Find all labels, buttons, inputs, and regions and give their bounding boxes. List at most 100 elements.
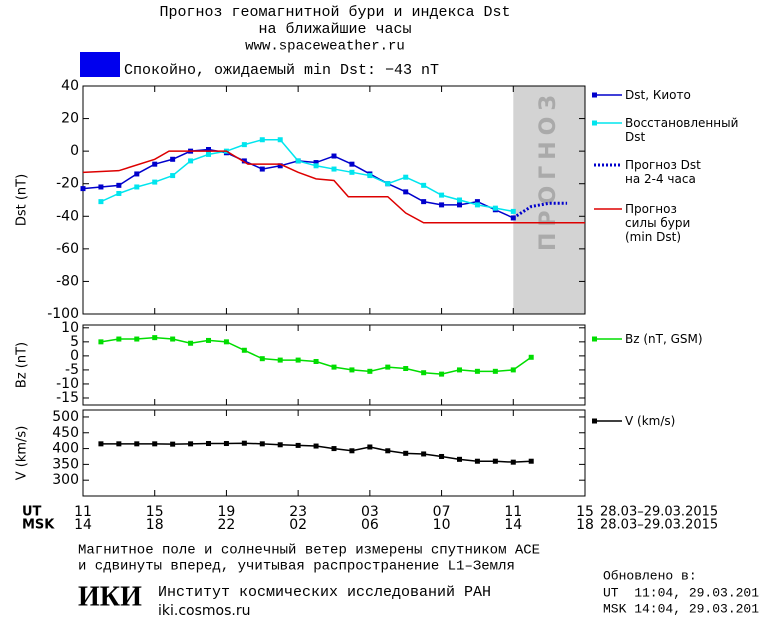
data-point bbox=[170, 336, 176, 342]
data-point bbox=[457, 197, 462, 203]
y-tick-label: 40 bbox=[61, 78, 79, 94]
data-point bbox=[241, 142, 247, 148]
data-point bbox=[313, 443, 319, 449]
y-tick-label: 5 bbox=[70, 334, 79, 350]
data-point bbox=[367, 173, 373, 179]
data-point bbox=[98, 441, 104, 447]
series-line bbox=[512, 201, 568, 220]
data-point bbox=[98, 199, 104, 205]
x-tick-label: 11 bbox=[74, 504, 92, 520]
data-point bbox=[367, 444, 373, 450]
updated-ut: UT 11:04, 29.03.2015 bbox=[603, 585, 760, 600]
data-point bbox=[116, 190, 122, 196]
y-tick-label: 20 bbox=[61, 111, 79, 127]
y-axis-label: V (km/s) bbox=[15, 426, 30, 481]
x-tick-label: 03 bbox=[361, 504, 379, 520]
y-tick-label: -10 bbox=[56, 376, 79, 392]
data-point bbox=[170, 173, 176, 179]
url: www.spaceweather.ru bbox=[245, 39, 405, 55]
data-point bbox=[349, 448, 355, 454]
x-axis-label: UT bbox=[22, 505, 42, 520]
x-tick-label: 18 bbox=[146, 517, 164, 533]
x-tick-label: 23 bbox=[289, 504, 307, 520]
legend-label: V (km/s) bbox=[625, 414, 676, 428]
x-tick-label: 15 bbox=[146, 504, 164, 520]
series-line bbox=[82, 150, 585, 224]
plot-frame bbox=[82, 85, 586, 315]
data-point bbox=[474, 368, 480, 374]
data-point bbox=[403, 174, 409, 180]
data-point bbox=[206, 441, 211, 447]
y-tick-label: 0 bbox=[70, 348, 79, 364]
data-point bbox=[457, 456, 462, 462]
data-point bbox=[439, 192, 445, 198]
data-point bbox=[206, 147, 211, 153]
data-point bbox=[421, 182, 427, 188]
y-tick-label: -20 bbox=[56, 176, 79, 192]
series-line bbox=[100, 336, 532, 375]
legend-marker bbox=[592, 120, 597, 126]
data-point bbox=[277, 137, 283, 143]
data-point bbox=[331, 446, 337, 452]
data-point bbox=[474, 458, 480, 464]
data-point bbox=[313, 160, 319, 166]
data-point bbox=[528, 354, 534, 360]
data-point bbox=[134, 441, 140, 447]
data-point bbox=[188, 441, 194, 447]
y-tick-label: 400 bbox=[52, 441, 79, 457]
legend-label: Восстановленный Dst bbox=[625, 116, 739, 144]
footer-note: и сдвинуты вперед, учитывая распростране… bbox=[78, 559, 515, 575]
y-tick-label: 0 bbox=[70, 143, 79, 159]
y-tick-label: 10 bbox=[61, 320, 79, 336]
data-point bbox=[170, 441, 176, 447]
data-point bbox=[152, 179, 158, 185]
y-tick-label: -15 bbox=[56, 390, 79, 406]
data-point bbox=[134, 336, 140, 342]
legend-marker bbox=[592, 92, 597, 98]
date-range: 28.03–29.03.2015 bbox=[600, 518, 718, 533]
data-point bbox=[439, 202, 445, 208]
data-point bbox=[170, 156, 176, 162]
data-point bbox=[403, 450, 409, 456]
y-tick-label: 500 bbox=[52, 409, 79, 425]
data-point bbox=[510, 367, 516, 373]
data-point bbox=[349, 161, 355, 167]
x-tick-label: 07 bbox=[433, 504, 451, 520]
data-point bbox=[331, 153, 337, 159]
data-point bbox=[313, 163, 319, 169]
x-tick-label: 19 bbox=[218, 504, 236, 520]
data-point bbox=[259, 441, 265, 447]
data-point bbox=[474, 199, 480, 205]
x-tick-label: 06 bbox=[361, 517, 379, 533]
data-point bbox=[331, 364, 337, 370]
data-point bbox=[152, 161, 158, 167]
data-point bbox=[223, 441, 229, 447]
data-point bbox=[277, 163, 283, 169]
data-point bbox=[295, 357, 301, 363]
data-point bbox=[510, 459, 516, 465]
y-tick-label: -100 bbox=[47, 306, 79, 322]
data-point bbox=[277, 357, 283, 363]
data-point bbox=[206, 337, 211, 343]
status-swatch bbox=[80, 52, 120, 77]
y-tick-label: 450 bbox=[52, 425, 79, 441]
legend-label: Прогноз силы бури (min Dst) bbox=[625, 202, 691, 244]
data-point bbox=[492, 368, 498, 374]
data-point bbox=[98, 339, 104, 345]
data-point bbox=[277, 442, 283, 448]
y-tick-label: -60 bbox=[56, 241, 79, 257]
updated-msk: MSK 14:04, 29.03.2015 bbox=[603, 601, 760, 616]
data-point bbox=[403, 189, 409, 195]
data-point bbox=[349, 169, 355, 175]
x-axis-label: MSK bbox=[22, 518, 55, 533]
data-point bbox=[313, 358, 319, 364]
x-tick-label: 14 bbox=[74, 517, 92, 533]
updated-label: Обновлено в: bbox=[603, 568, 697, 583]
status-text: Спокойно, ожидаемый min Dst: −43 nT bbox=[124, 62, 439, 79]
legend-label: Bz (nT, GSM) bbox=[625, 332, 703, 346]
data-point bbox=[421, 451, 427, 457]
data-point bbox=[259, 166, 265, 172]
title: Прогноз геомагнитной бури и индекса Dst bbox=[159, 4, 510, 21]
data-point bbox=[116, 182, 122, 188]
